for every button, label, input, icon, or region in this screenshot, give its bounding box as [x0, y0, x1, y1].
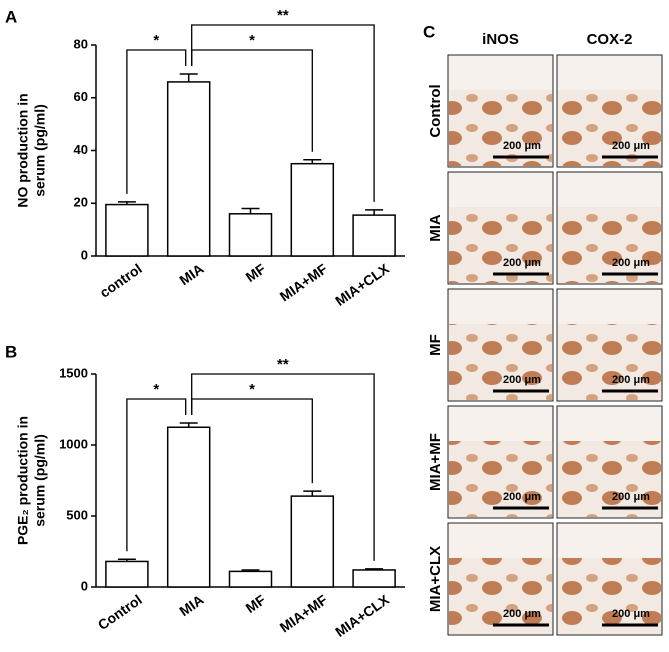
error-bar [241, 569, 260, 572]
x-tick-label: MIA [176, 591, 206, 619]
y-tick-label: 80 [74, 36, 88, 51]
micrograph-tissue [558, 90, 661, 166]
bar [352, 569, 396, 588]
x-tick-label: MIA+MF [277, 591, 331, 635]
micrograph-tissue [449, 324, 552, 400]
bar [105, 203, 149, 257]
error-bar [241, 207, 260, 214]
scale-bar-label: 200 μm [612, 608, 650, 620]
row-label: Control [427, 84, 444, 137]
x-tick-label: MF [243, 591, 269, 616]
scale-bar-label: 200 μm [612, 491, 650, 503]
micrograph-tissue [449, 207, 552, 283]
bar [166, 426, 211, 588]
y-tick-label: 0 [81, 578, 88, 593]
micrograph-tissue [558, 558, 661, 634]
micrograph-tissue [449, 558, 552, 634]
error-bar [179, 73, 198, 82]
y-tick-label: 0 [81, 247, 88, 262]
micrograph-tissue [558, 324, 661, 400]
x-tick-label: MIA+CLX [332, 260, 392, 309]
x-tick-label: MIA+MF [277, 260, 331, 304]
panel-label: C [423, 22, 435, 41]
bar [166, 81, 211, 257]
scale-bar-label: 200 μm [503, 491, 541, 503]
scale-bar-label: 200 μm [612, 140, 650, 152]
x-tick-label: MIA+CLX [332, 591, 392, 640]
y-tick-label: 20 [74, 195, 88, 210]
significance-label: ** [277, 356, 289, 373]
micrograph-tissue [449, 90, 552, 166]
y-axis-label: NO production in [15, 93, 31, 207]
significance-label: ** [277, 7, 289, 24]
error-bar [303, 158, 322, 164]
micrograph-tissue [558, 441, 661, 517]
scale-bar-label: 200 μm [503, 608, 541, 620]
significance-label: * [153, 32, 159, 49]
y-axis-label: serum (pg/ml) [32, 434, 48, 527]
error-bar [117, 558, 136, 562]
column-label: iNOS [482, 31, 519, 48]
scale-bar-label: 200 μm [612, 257, 650, 269]
scale-bar-label: 200 μm [503, 257, 541, 269]
x-tick-label: control [97, 260, 145, 300]
panel-label: B [5, 342, 17, 361]
y-tick-label: 60 [74, 89, 88, 104]
error-bar [117, 201, 136, 205]
micrograph-tissue [449, 441, 552, 517]
row-label: MIA [427, 214, 444, 242]
bar [228, 570, 273, 588]
significance-label: * [249, 32, 255, 49]
bar [290, 162, 335, 257]
significance-bracket [126, 49, 187, 194]
bar [290, 495, 335, 588]
error-bar [365, 568, 384, 570]
micrograph-tissue [558, 207, 661, 283]
y-tick-label: 500 [66, 507, 88, 522]
significance-label: * [153, 381, 159, 398]
error-bar [365, 209, 384, 216]
significance-bracket [191, 24, 375, 202]
panel-label: A [5, 7, 17, 26]
y-tick-label: 40 [74, 142, 88, 157]
significance-bracket [191, 373, 375, 561]
x-tick-label: MIA [176, 260, 206, 288]
x-tick-label: MF [243, 260, 269, 285]
scale-bar-label: 200 μm [612, 374, 650, 386]
significance-label: * [249, 381, 255, 398]
bar [228, 213, 273, 257]
error-bar [303, 490, 322, 497]
row-label: MIA+MF [427, 433, 444, 491]
bar [352, 214, 396, 257]
y-tick-label: 1000 [59, 436, 88, 451]
row-label: MF [427, 334, 444, 356]
row-label: MIA+CLX [427, 546, 444, 612]
error-bar [179, 422, 198, 428]
scale-bar-label: 200 μm [503, 374, 541, 386]
y-tick-label: 1500 [59, 365, 88, 380]
y-axis-label: serum (pg/ml) [32, 104, 48, 197]
column-label: COX-2 [587, 31, 633, 48]
bar [105, 560, 149, 588]
significance-bracket [126, 398, 187, 552]
scale-bar-label: 200 μm [503, 140, 541, 152]
x-tick-label: Control [95, 591, 145, 633]
y-axis-label: PGE₂ production in [15, 416, 31, 545]
